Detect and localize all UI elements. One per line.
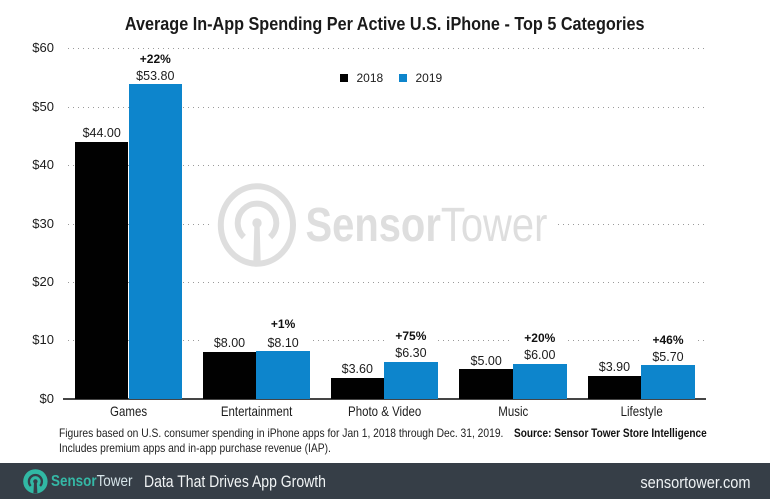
svg-text:SensorTower: SensorTower bbox=[306, 199, 548, 252]
